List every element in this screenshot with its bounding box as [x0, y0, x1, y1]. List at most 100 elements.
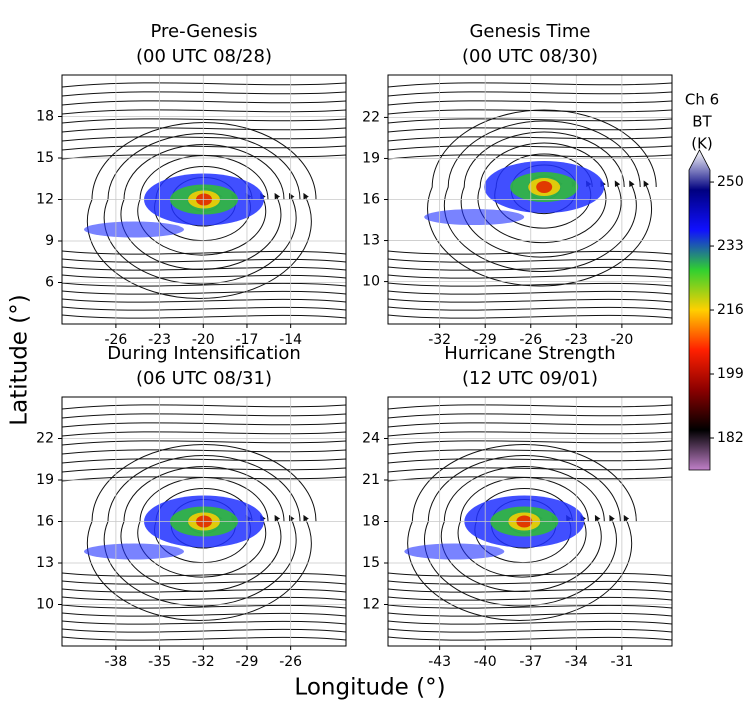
colorbar-label: BT — [692, 113, 712, 131]
panel-frame — [387, 396, 673, 647]
streamline — [440, 466, 605, 593]
x-tick-label: -37 — [519, 654, 542, 670]
cloud-blob — [84, 543, 184, 560]
y-tick-label: 24 — [362, 431, 380, 447]
x-tick-label: -34 — [565, 654, 588, 670]
streamline — [62, 449, 346, 455]
streamline — [62, 604, 346, 609]
streamline — [62, 440, 346, 446]
panel-title: Hurricane Strength — [444, 343, 615, 364]
streamline — [388, 250, 672, 255]
streamline — [62, 127, 346, 133]
streamline — [388, 274, 672, 279]
streamline — [62, 596, 346, 601]
map-panel — [62, 397, 346, 646]
y-tick-label: 6 — [45, 275, 54, 291]
colorbar-label: (K) — [691, 135, 713, 153]
y-tick-label: 10 — [362, 274, 380, 290]
streamline — [388, 458, 672, 464]
streamline — [388, 100, 672, 106]
x-tick-label: -20 — [610, 332, 633, 348]
colorbar-tick-label: 233 — [717, 238, 744, 254]
streamline — [388, 467, 672, 473]
streamline — [388, 628, 672, 633]
x-tick-label: -26 — [104, 332, 127, 348]
streamline — [388, 620, 672, 625]
panel-subtitle: (06 UTC 08/31) — [136, 368, 272, 389]
streamline — [62, 274, 346, 279]
panel-frame — [387, 74, 673, 325]
cloud-blob — [404, 543, 505, 560]
y-tick-label: 15 — [362, 555, 380, 571]
x-tick-label: -32 — [192, 654, 215, 670]
y-axis-label: Latitude (°) — [7, 294, 33, 425]
colorbar-tick-label: 216 — [717, 302, 744, 318]
x-tick-label: -20 — [192, 332, 215, 348]
y-tick-label: 21 — [362, 472, 380, 488]
streamline — [388, 413, 672, 419]
streamline — [62, 100, 346, 106]
streamline — [62, 620, 346, 625]
streamline — [86, 444, 317, 621]
streamline — [62, 118, 346, 124]
streamline — [388, 612, 672, 617]
streamline — [62, 628, 346, 633]
y-tick-label: 13 — [36, 555, 54, 571]
x-tick-label: -40 — [474, 654, 497, 670]
streamline — [388, 154, 672, 160]
streamline — [62, 145, 346, 151]
cloud-blob — [84, 221, 184, 238]
streamline — [388, 422, 672, 428]
y-tick-label: 15 — [36, 150, 54, 166]
x-tick-label: -43 — [428, 654, 451, 670]
x-tick-label: -29 — [474, 332, 497, 348]
map-panel — [388, 75, 672, 324]
x-tick-label: -32 — [428, 332, 451, 348]
streamline — [62, 404, 346, 410]
x-tick-label: -23 — [148, 332, 171, 348]
y-tick-label: 12 — [36, 192, 54, 208]
streamline — [62, 258, 346, 263]
x-tick-label: -31 — [610, 654, 633, 670]
x-axis-label: Longitude (°) — [294, 675, 445, 701]
streamline — [388, 127, 672, 133]
x-tick-label: -14 — [279, 332, 302, 348]
streamline — [407, 444, 637, 621]
streamline — [424, 455, 621, 607]
streamline — [388, 604, 672, 609]
streamline — [62, 413, 346, 419]
streamline — [62, 306, 346, 311]
streamline — [103, 133, 301, 285]
y-tick-label: 16 — [362, 192, 380, 208]
x-tick-label: -38 — [104, 654, 127, 670]
x-tick-label: -17 — [236, 332, 259, 348]
y-tick-label: 9 — [45, 233, 54, 249]
x-tick-label: -23 — [565, 332, 588, 348]
streamline — [388, 145, 672, 151]
y-tick-label: 16 — [36, 514, 54, 530]
x-tick-label: -26 — [279, 654, 302, 670]
y-tick-label: 18 — [36, 109, 54, 125]
panel-frame — [61, 396, 347, 647]
colorbar-label: Ch 6 — [685, 91, 719, 109]
streamline — [62, 290, 346, 295]
streamline — [62, 109, 346, 115]
streamline — [62, 636, 346, 641]
panel-frame — [61, 74, 347, 325]
colorbar — [688, 149, 711, 471]
y-tick-label: 19 — [362, 150, 380, 166]
panel-title: Genesis Time — [469, 21, 590, 42]
streamline — [388, 82, 672, 88]
panel-subtitle: (00 UTC 08/30) — [462, 46, 598, 67]
streamline — [62, 431, 346, 437]
y-tick-label: 19 — [36, 472, 54, 488]
cloud-blob — [424, 209, 525, 226]
streamline — [62, 82, 346, 88]
streamline — [62, 467, 346, 473]
colorbar-tick-label: 250 — [717, 174, 744, 190]
streamline — [86, 122, 317, 299]
streamline — [62, 91, 346, 97]
panel-title: Pre-Genesis — [150, 21, 257, 42]
y-tick-label: 22 — [36, 431, 54, 447]
